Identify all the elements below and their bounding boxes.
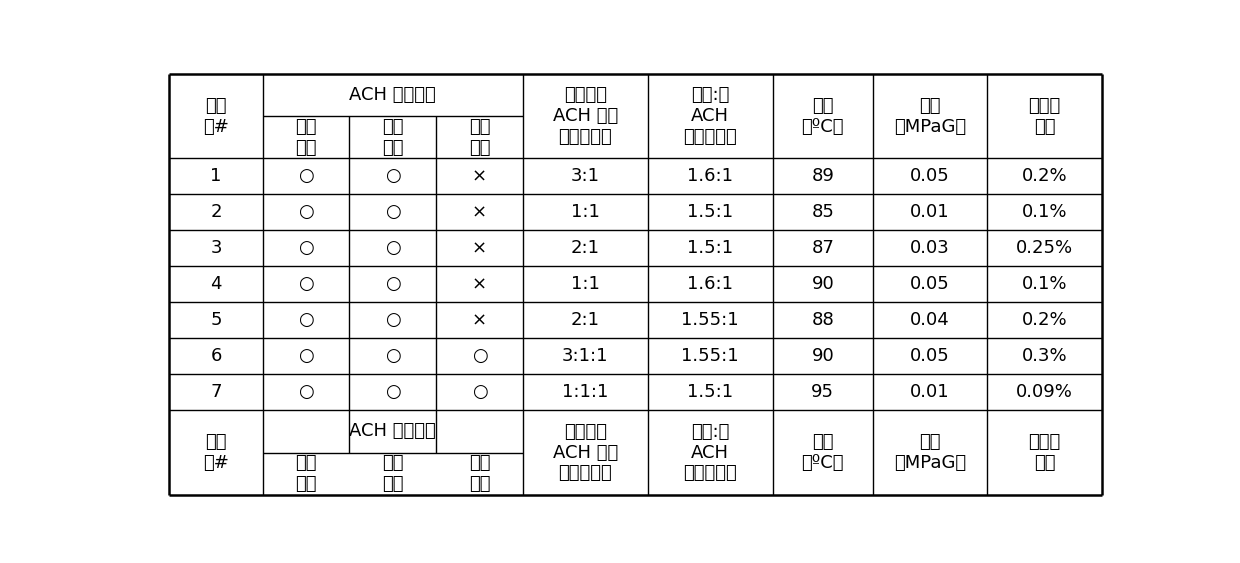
Text: 0.05: 0.05: [910, 275, 950, 293]
Text: 0.3%: 0.3%: [1022, 347, 1068, 365]
Text: 1.5:1: 1.5:1: [687, 203, 733, 221]
Text: ○: ○: [384, 311, 401, 329]
Text: 比较
例#: 比较 例#: [203, 433, 229, 472]
Text: 不同位置
ACH 加入
（重量比）: 不同位置 ACH 加入 （重量比）: [553, 423, 618, 482]
Text: 88: 88: [811, 311, 835, 329]
Text: 转化率
提高: 转化率 提高: [1028, 97, 1060, 136]
Text: 1.5:1: 1.5:1: [687, 383, 733, 401]
Text: ○: ○: [298, 347, 314, 365]
Text: 第一
位置: 第一 位置: [295, 118, 316, 157]
Text: 温度
（ºC）: 温度 （ºC）: [801, 97, 844, 136]
Text: 0.05: 0.05: [910, 167, 950, 185]
Text: 0.03: 0.03: [910, 239, 950, 257]
Text: 5: 5: [211, 311, 222, 329]
Text: 0.1%: 0.1%: [1022, 275, 1068, 293]
Text: 85: 85: [811, 203, 835, 221]
Text: 4: 4: [211, 275, 222, 293]
Text: ×: ×: [472, 239, 487, 257]
Text: 1: 1: [211, 167, 222, 185]
Text: 第一
位置: 第一 位置: [295, 454, 316, 493]
Text: 0.2%: 0.2%: [1022, 167, 1068, 185]
Text: ○: ○: [384, 275, 401, 293]
Text: 3:1:1: 3:1:1: [562, 347, 609, 365]
Text: 3:1: 3:1: [570, 167, 600, 185]
Text: 89: 89: [811, 167, 835, 185]
Text: 2: 2: [211, 203, 222, 221]
Text: 第二
位置: 第二 位置: [382, 118, 403, 157]
Text: 0.05: 0.05: [910, 347, 950, 365]
Text: ACH 加入位置: ACH 加入位置: [350, 422, 436, 440]
Text: ×: ×: [472, 275, 487, 293]
Text: ○: ○: [471, 347, 487, 365]
Text: ○: ○: [298, 167, 314, 185]
Text: 实施
例#: 实施 例#: [203, 97, 229, 136]
Text: 87: 87: [811, 239, 835, 257]
Text: ○: ○: [384, 167, 401, 185]
Text: 1.6:1: 1.6:1: [687, 167, 733, 185]
Text: 温度
（ºC）: 温度 （ºC）: [801, 433, 844, 472]
Text: 0.01: 0.01: [910, 383, 950, 401]
Text: 3: 3: [211, 239, 222, 257]
Text: ○: ○: [298, 383, 314, 401]
Text: 第三
位置: 第三 位置: [469, 454, 490, 493]
Text: 7: 7: [211, 383, 222, 401]
Text: 2:1: 2:1: [570, 239, 600, 257]
Text: ○: ○: [298, 203, 314, 221]
Text: 压力
（MPaG）: 压力 （MPaG）: [894, 97, 966, 136]
Text: 第二
位置: 第二 位置: [382, 454, 403, 493]
Text: 90: 90: [811, 275, 835, 293]
Text: ○: ○: [298, 239, 314, 257]
Text: 0.09%: 0.09%: [1016, 383, 1073, 401]
Text: 0.1%: 0.1%: [1022, 203, 1068, 221]
Text: ○: ○: [384, 203, 401, 221]
Text: 1.5:1: 1.5:1: [687, 239, 733, 257]
Text: 6: 6: [211, 347, 222, 365]
Text: 1:1:1: 1:1:1: [562, 383, 609, 401]
Text: ×: ×: [472, 311, 487, 329]
Text: 1:1: 1:1: [570, 275, 600, 293]
Text: ×: ×: [472, 203, 487, 221]
Text: ○: ○: [298, 311, 314, 329]
Text: ACH 加入位置: ACH 加入位置: [350, 86, 436, 104]
Text: 2:1: 2:1: [570, 311, 600, 329]
Text: 0.2%: 0.2%: [1022, 311, 1068, 329]
Text: ○: ○: [471, 383, 487, 401]
Text: 转化率
提高: 转化率 提高: [1028, 433, 1060, 472]
Text: 第三
位置: 第三 位置: [469, 118, 490, 157]
Text: 不同位置
ACH 加入
（重量比）: 不同位置 ACH 加入 （重量比）: [553, 86, 618, 146]
Text: 0.04: 0.04: [910, 311, 950, 329]
Text: 压力
（MPaG）: 压力 （MPaG）: [894, 433, 966, 472]
Text: 95: 95: [811, 383, 835, 401]
Text: ○: ○: [384, 347, 401, 365]
Text: ○: ○: [384, 383, 401, 401]
Text: ○: ○: [384, 239, 401, 257]
Text: 硫酸:总
ACH
（摩尔比）: 硫酸:总 ACH （摩尔比）: [683, 86, 737, 146]
Text: 90: 90: [811, 347, 835, 365]
Text: ×: ×: [472, 167, 487, 185]
Text: 硫酸:总
ACH
（摩尔比）: 硫酸:总 ACH （摩尔比）: [683, 423, 737, 482]
Text: 1.55:1: 1.55:1: [681, 347, 739, 365]
Text: 0.01: 0.01: [910, 203, 950, 221]
Text: ○: ○: [298, 275, 314, 293]
Text: 0.25%: 0.25%: [1016, 239, 1073, 257]
Text: 1.6:1: 1.6:1: [687, 275, 733, 293]
Text: 1:1: 1:1: [570, 203, 600, 221]
Text: 1.55:1: 1.55:1: [681, 311, 739, 329]
